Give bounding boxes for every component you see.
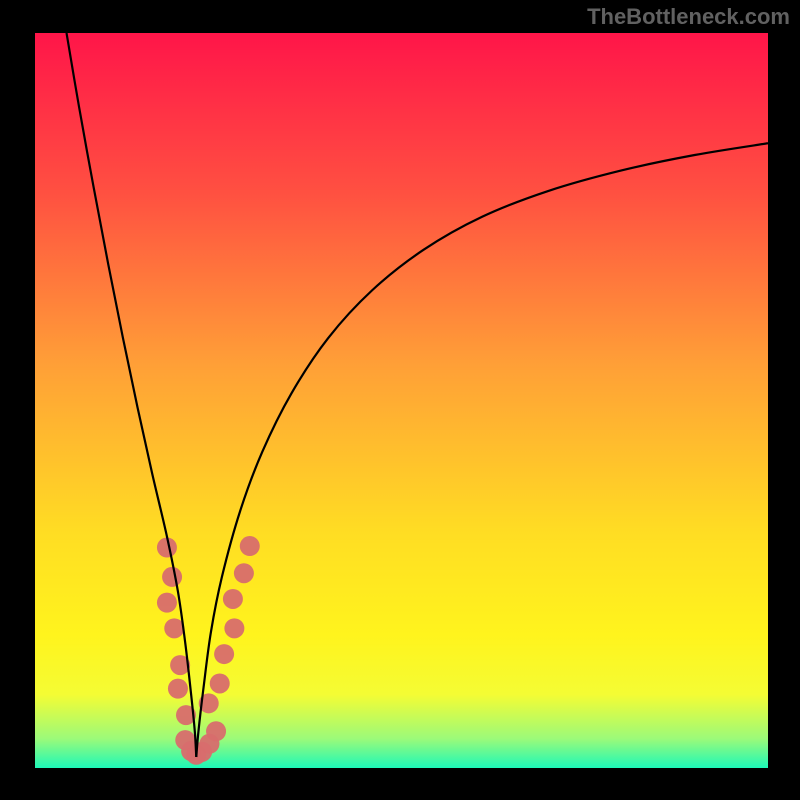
trace-dot [240,536,260,556]
trace-dot [234,563,254,583]
trace-dot [206,721,226,741]
trace-dot [162,567,182,587]
curve-svg [35,33,768,768]
trace-dot [214,644,234,664]
left-curve [67,33,197,757]
trace-dot [223,589,243,609]
plot-area [35,33,768,768]
trace-dot [168,679,188,699]
chart-root: TheBottleneck.com [0,0,800,800]
watermark-text: TheBottleneck.com [587,4,790,30]
trace-dot [157,593,177,613]
trace-dot [224,618,244,638]
trace-dot [164,618,184,638]
trace-dot [210,673,230,693]
right-curve [196,143,768,757]
